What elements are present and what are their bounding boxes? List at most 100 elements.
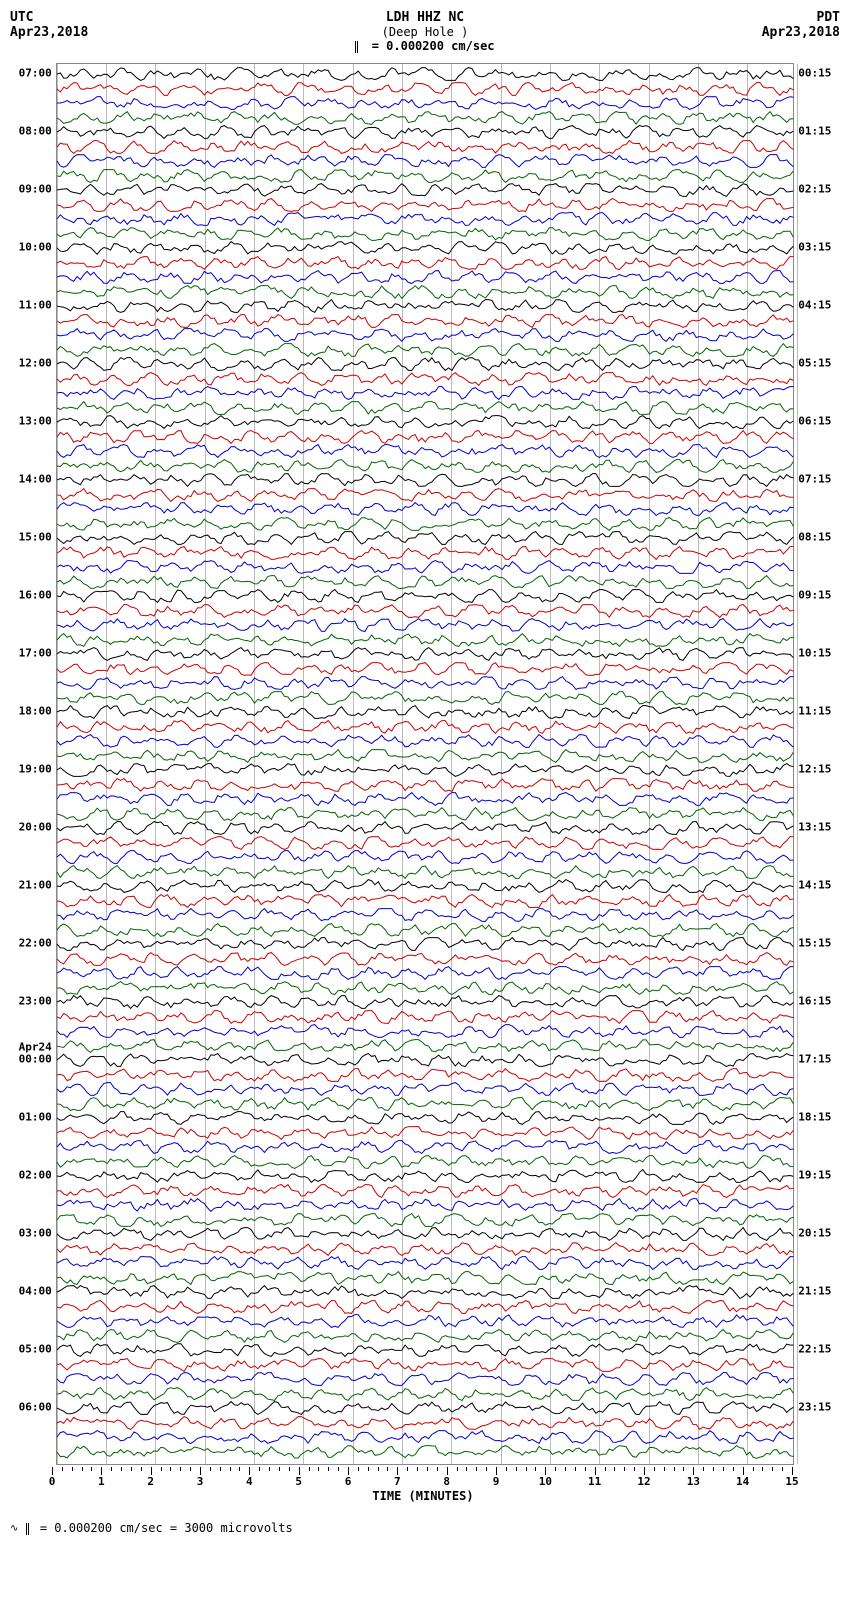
x-tick-minor xyxy=(762,1467,763,1471)
utc-hour-label: 15:00 xyxy=(14,532,52,543)
x-tick-minor xyxy=(358,1467,359,1471)
utc-hour-label: 19:00 xyxy=(14,764,52,775)
seismogram-container: UTC Apr23,2018 LDH HHZ NC (Deep Hole ) =… xyxy=(10,10,840,1535)
x-tick-label: 15 xyxy=(785,1475,798,1488)
pdt-hour-label: 03:15 xyxy=(798,242,836,253)
footer: ∿ = 0.000200 cm/sec = 3000 microvolts xyxy=(10,1521,840,1535)
x-tick-minor xyxy=(634,1467,635,1471)
pdt-hour-label: 20:15 xyxy=(798,1228,836,1239)
date-break-label: Apr24 xyxy=(14,1042,52,1053)
x-tick-major xyxy=(545,1467,546,1475)
x-tick-major xyxy=(693,1467,694,1475)
x-tick-minor xyxy=(309,1467,310,1471)
x-tick-minor xyxy=(753,1467,754,1471)
pdt-hour-label: 10:15 xyxy=(798,648,836,659)
x-tick-minor xyxy=(190,1467,191,1471)
utc-hour-label: 11:00 xyxy=(14,300,52,311)
tz-left: UTC xyxy=(10,10,100,25)
x-tick-minor xyxy=(279,1467,280,1471)
utc-hour-label: 21:00 xyxy=(14,880,52,891)
x-tick-minor xyxy=(427,1467,428,1471)
x-tick-major xyxy=(496,1467,497,1475)
x-tick-minor xyxy=(772,1467,773,1471)
x-tick-minor xyxy=(220,1467,221,1471)
x-tick-major xyxy=(101,1467,102,1475)
footer-text: = 0.000200 cm/sec = 3000 microvolts xyxy=(40,1521,293,1535)
x-tick-label: 12 xyxy=(637,1475,650,1488)
x-tick-major xyxy=(447,1467,448,1475)
x-tick-major xyxy=(792,1467,793,1475)
tz-right: PDT xyxy=(750,10,840,25)
x-tick-minor xyxy=(526,1467,527,1471)
scale-text: = 0.000200 cm/sec xyxy=(372,39,495,53)
utc-hour-label: 20:00 xyxy=(14,822,52,833)
station-location: (Deep Hole ) xyxy=(100,25,750,39)
x-tick-minor xyxy=(565,1467,566,1471)
pdt-hour-label: 02:15 xyxy=(798,184,836,195)
x-tick-minor xyxy=(289,1467,290,1471)
pdt-hour-label: 14:15 xyxy=(798,880,836,891)
x-tick-minor xyxy=(269,1467,270,1471)
x-tick-minor xyxy=(486,1467,487,1471)
x-tick-label: 6 xyxy=(345,1475,352,1488)
x-tick-minor xyxy=(614,1467,615,1471)
utc-hour-label: 16:00 xyxy=(14,590,52,601)
x-tick-minor xyxy=(82,1467,83,1471)
utc-hour-label: 09:00 xyxy=(14,184,52,195)
pdt-hour-label: 06:15 xyxy=(798,416,836,427)
pdt-hour-label: 12:15 xyxy=(798,764,836,775)
x-tick-major xyxy=(249,1467,250,1475)
x-tick-major xyxy=(644,1467,645,1475)
x-tick-minor xyxy=(338,1467,339,1471)
x-tick-minor xyxy=(239,1467,240,1471)
x-tick-minor xyxy=(111,1467,112,1471)
x-tick-label: 8 xyxy=(443,1475,450,1488)
pdt-hour-label: 22:15 xyxy=(798,1344,836,1355)
x-tick-minor xyxy=(180,1467,181,1471)
x-tick-major xyxy=(397,1467,398,1475)
pdt-hour-label: 21:15 xyxy=(798,1286,836,1297)
x-tick-label: 4 xyxy=(246,1475,253,1488)
utc-hour-label: 03:00 xyxy=(14,1228,52,1239)
x-tick-minor xyxy=(733,1467,734,1471)
x-tick-minor xyxy=(259,1467,260,1471)
x-tick-label: 1 xyxy=(98,1475,105,1488)
pdt-hour-label: 01:15 xyxy=(798,126,836,137)
utc-hour-label: 00:00 xyxy=(14,1054,52,1065)
x-tick-minor xyxy=(210,1467,211,1471)
x-tick-minor xyxy=(575,1467,576,1471)
x-tick-label: 2 xyxy=(147,1475,154,1488)
y-axis-left: 07:0008:0009:0010:0011:0012:0013:0014:00… xyxy=(10,63,56,1463)
pdt-hour-label: 16:15 xyxy=(798,996,836,1007)
utc-hour-label: 07:00 xyxy=(14,68,52,79)
pdt-hour-label: 18:15 xyxy=(798,1112,836,1123)
x-tick-minor xyxy=(91,1467,92,1471)
x-tick-minor xyxy=(378,1467,379,1471)
station-code: LDH HHZ NC xyxy=(100,10,750,25)
x-tick-major xyxy=(52,1467,53,1475)
x-tick-label: 3 xyxy=(197,1475,204,1488)
header-left: UTC Apr23,2018 xyxy=(10,10,100,40)
pdt-hour-label: 09:15 xyxy=(798,590,836,601)
x-tick-minor xyxy=(683,1467,684,1471)
x-tick-minor xyxy=(131,1467,132,1471)
x-tick-minor xyxy=(62,1467,63,1471)
x-tick-minor xyxy=(72,1467,73,1471)
footer-scale-bar-icon xyxy=(26,1523,29,1535)
utc-hour-label: 17:00 xyxy=(14,648,52,659)
x-tick-label: 10 xyxy=(539,1475,552,1488)
x-tick-minor xyxy=(674,1467,675,1471)
pdt-hour-label: 23:15 xyxy=(798,1402,836,1413)
x-tick-minor xyxy=(457,1467,458,1471)
utc-hour-label: 23:00 xyxy=(14,996,52,1007)
x-tick-minor xyxy=(664,1467,665,1471)
x-tick-major xyxy=(743,1467,744,1475)
date-right: Apr23,2018 xyxy=(750,25,840,40)
x-tick-label: 14 xyxy=(736,1475,749,1488)
x-tick-minor xyxy=(387,1467,388,1471)
x-tick-minor xyxy=(328,1467,329,1471)
utc-hour-label: 08:00 xyxy=(14,126,52,137)
utc-hour-label: 04:00 xyxy=(14,1286,52,1297)
x-tick-minor xyxy=(318,1467,319,1471)
pdt-hour-label: 07:15 xyxy=(798,474,836,485)
